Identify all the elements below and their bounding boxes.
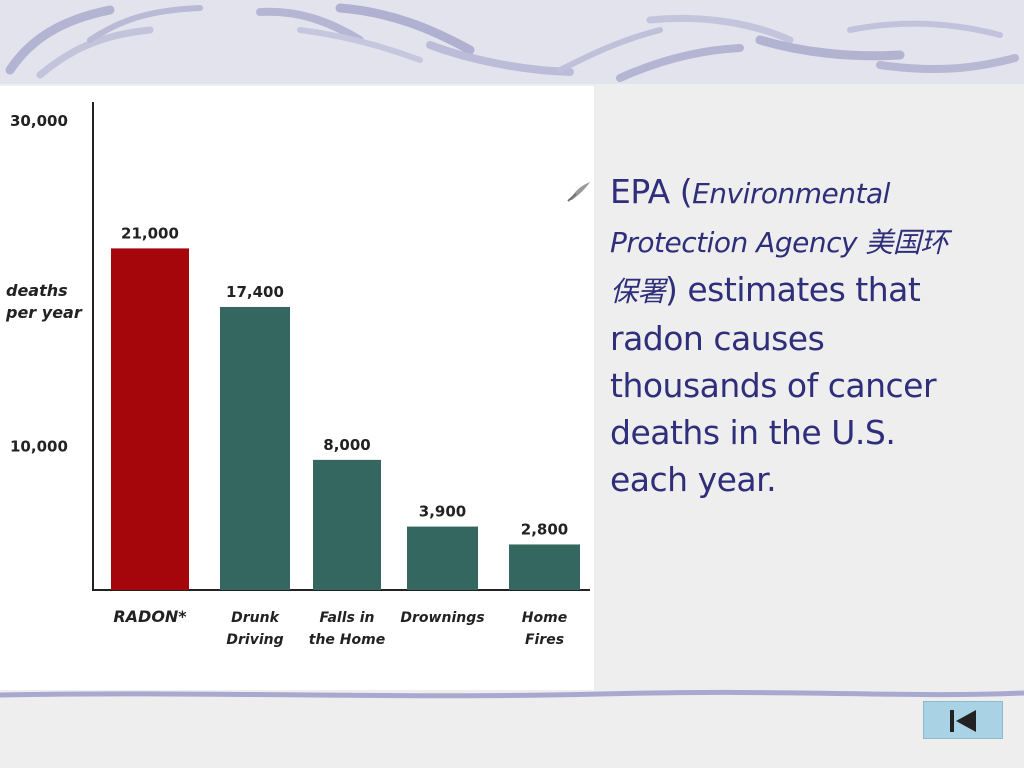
bar-chart-svg: 30,000 10,000 deaths per year 21,000 RADON* 17… [5,102,590,648]
bar-4 [407,526,478,590]
category-label: Driving [226,632,283,648]
bar-value-label: 8,000 [323,436,370,454]
bar-1 [111,248,189,590]
bar-value-label: 2,800 [521,520,568,538]
category-label: Home [522,610,567,626]
bullet-lead: EPA ( [610,172,693,211]
bar-5 [509,544,580,590]
bar-2 [220,306,290,590]
first-slide-button[interactable] [923,701,1003,739]
category-label: RADON* [113,607,187,626]
category-label: Falls in [320,610,375,626]
category-label: Drunk [231,610,280,626]
bullet-paragraph: EPA (Environmental Protection Agency 美国环… [566,168,966,503]
quill-bullet-icon [567,182,590,202]
bar-3 [313,459,381,590]
bullet-close-paren: ) [665,270,678,309]
bullet-italic-agency: Environmental Protection Agency 美国环保署 [610,177,948,308]
category-label: Drownings [400,610,484,626]
bar-value-label: 21,000 [121,224,179,242]
category-label: the Home [309,632,385,648]
y-axis-label: per year [5,303,83,322]
swirl-decoration-icon [5,3,1019,82]
first-slide-icon [950,710,976,732]
category-label: Fires [525,632,564,648]
bullet-rest: estimates that radon causes thousands of… [610,270,937,499]
decorative-footer-line [0,688,1024,702]
bar-value-label: 3,900 [419,503,466,521]
bullet-text-body: EPA (Environmental Protection Agency 美国环… [610,168,966,503]
y-tick-label: 30,000 [10,112,68,130]
decorative-header-band [0,0,1024,84]
bar-chart: 30,000 10,000 deaths per year 21,000 RADON* 17… [0,86,594,690]
y-axis-label: deaths [6,281,68,300]
bar-value-label: 17,400 [226,283,284,301]
y-tick-label: 10,000 [10,437,68,455]
